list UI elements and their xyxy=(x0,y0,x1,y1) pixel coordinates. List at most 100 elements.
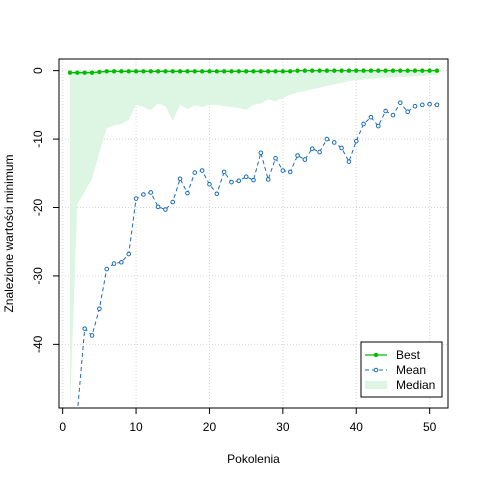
mean-point xyxy=(221,169,227,175)
best-point xyxy=(280,69,286,74)
best-point xyxy=(265,69,271,74)
best-point xyxy=(434,68,440,73)
best-point xyxy=(229,69,234,74)
legend-mean-marker xyxy=(373,367,379,373)
best-point xyxy=(119,69,124,74)
mean-point xyxy=(405,109,410,114)
mean-point xyxy=(185,190,190,196)
mean-point xyxy=(375,123,381,129)
best-point xyxy=(339,68,344,73)
mean-point xyxy=(243,174,249,180)
best-point xyxy=(82,70,87,75)
mean-point xyxy=(434,102,440,108)
y-axis-title: Znalezione wartości minimum xyxy=(2,154,16,312)
x-tick-label: 40 xyxy=(350,420,364,434)
best-point xyxy=(405,68,410,73)
mean-point xyxy=(324,136,330,142)
mean-point xyxy=(236,178,242,184)
mean-point xyxy=(214,191,220,197)
best-point xyxy=(354,68,359,73)
mean-point xyxy=(251,177,256,183)
mean-point xyxy=(170,199,176,205)
best-point xyxy=(390,68,396,73)
best-point xyxy=(104,69,109,74)
x-tick-label: 0 xyxy=(59,420,66,434)
mean-point xyxy=(119,259,124,265)
mean-point xyxy=(309,146,315,151)
best-point xyxy=(383,68,388,73)
mean-point xyxy=(192,170,198,175)
x-tick-label: 50 xyxy=(423,420,437,434)
legend-best-marker xyxy=(373,352,379,358)
mean-point xyxy=(397,100,403,106)
best-point xyxy=(332,68,337,73)
best-point xyxy=(273,69,278,74)
best-point xyxy=(420,68,425,73)
best-point xyxy=(111,69,117,74)
best-point xyxy=(427,68,432,73)
best-point xyxy=(258,69,264,74)
mean-point xyxy=(104,266,110,272)
mean-point xyxy=(258,150,264,156)
x-tick-label: 20 xyxy=(203,420,217,434)
best-point xyxy=(214,69,220,74)
mean-point xyxy=(89,333,95,338)
best-point xyxy=(376,68,381,73)
mean-point xyxy=(229,179,234,185)
mean-point xyxy=(302,157,308,162)
mean-point xyxy=(383,108,388,114)
mean-point xyxy=(353,138,359,144)
mean-point xyxy=(331,140,337,145)
y-tick-label: -30 xyxy=(31,267,45,285)
axes-layer: 0 10 20 30 40 50 0 -10 -20 -30 -40 xyxy=(31,67,437,434)
best-point xyxy=(89,70,95,75)
mean-point xyxy=(368,114,374,120)
legend-median-label: Median xyxy=(396,378,435,392)
mean-point xyxy=(287,169,293,175)
best-point xyxy=(185,69,190,74)
best-point xyxy=(75,70,80,75)
mean-point xyxy=(155,204,161,210)
best-point xyxy=(287,69,293,74)
mean-point xyxy=(390,112,396,118)
mean-point xyxy=(317,149,322,155)
mean-point xyxy=(82,326,87,331)
y-tick-label: -10 xyxy=(31,130,45,148)
best-point xyxy=(324,68,330,73)
best-point xyxy=(346,68,352,73)
best-point xyxy=(361,68,366,73)
best-point xyxy=(295,68,300,73)
best-point xyxy=(412,68,418,73)
mean-point xyxy=(346,159,352,164)
mean-point xyxy=(339,145,344,151)
mean-point xyxy=(126,251,132,257)
mean-point xyxy=(295,153,300,158)
best-point xyxy=(97,69,102,75)
best-point xyxy=(148,69,153,74)
median-area xyxy=(70,70,437,408)
mean-point xyxy=(412,103,418,109)
mean-point xyxy=(163,207,168,212)
mean-line xyxy=(77,101,438,408)
best-point xyxy=(243,69,249,74)
mean-point xyxy=(141,192,146,197)
mean-point xyxy=(68,445,72,449)
x-tick-label: 10 xyxy=(129,420,143,434)
mean-point xyxy=(273,155,278,161)
mean-point xyxy=(265,177,271,182)
best-point xyxy=(398,68,403,73)
legend-mean-label: Mean xyxy=(396,363,426,377)
best-point xyxy=(199,69,205,74)
mean-point xyxy=(177,176,183,182)
mean-point xyxy=(420,102,425,108)
x-tick-label: 30 xyxy=(276,420,290,434)
y-tick-label: 0 xyxy=(31,67,45,74)
mean-point xyxy=(361,121,366,127)
best-point xyxy=(207,69,212,74)
x-axis-title: Pokolenia xyxy=(227,452,280,466)
best-point xyxy=(317,68,322,73)
mean-point xyxy=(199,168,205,173)
median-area-layer xyxy=(70,70,437,408)
best-point xyxy=(236,69,242,74)
